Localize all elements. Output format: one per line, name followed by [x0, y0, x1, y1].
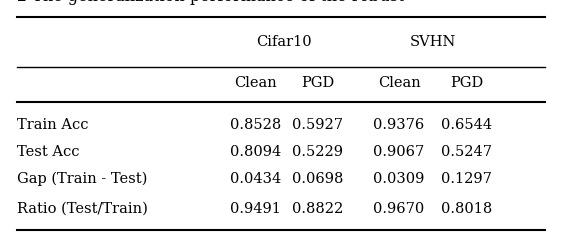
Text: 0.8018: 0.8018 — [441, 202, 492, 216]
Text: 0.9067: 0.9067 — [373, 145, 425, 159]
Text: Clean: Clean — [378, 76, 420, 90]
Text: 0.9376: 0.9376 — [373, 118, 425, 132]
Text: 0.0309: 0.0309 — [373, 172, 425, 186]
Text: 0.8528: 0.8528 — [230, 118, 282, 132]
Text: Cifar10: Cifar10 — [256, 35, 311, 49]
Text: 0.6544: 0.6544 — [441, 118, 492, 132]
Text: SVHN: SVHN — [410, 35, 456, 49]
Text: 2 The generalization performance of the robust: 2 The generalization performance of the … — [17, 0, 405, 5]
Text: 0.5927: 0.5927 — [292, 118, 343, 132]
Text: PGD: PGD — [301, 76, 334, 90]
Text: 0.5229: 0.5229 — [292, 145, 343, 159]
Text: 0.0698: 0.0698 — [292, 172, 343, 186]
Text: 0.5247: 0.5247 — [441, 145, 492, 159]
Text: Ratio (Test/Train): Ratio (Test/Train) — [17, 202, 148, 216]
Text: 0.9491: 0.9491 — [230, 202, 281, 216]
Text: 0.8094: 0.8094 — [230, 145, 282, 159]
Text: Train Acc: Train Acc — [17, 118, 88, 132]
Text: 0.9670: 0.9670 — [373, 202, 425, 216]
Text: 0.0434: 0.0434 — [230, 172, 282, 186]
Text: 0.1297: 0.1297 — [441, 172, 492, 186]
Text: Test Acc: Test Acc — [17, 145, 79, 159]
Text: 0.8822: 0.8822 — [292, 202, 343, 216]
Text: Clean: Clean — [234, 76, 277, 90]
Text: PGD: PGD — [450, 76, 483, 90]
Text: Gap (Train - Test): Gap (Train - Test) — [17, 172, 147, 186]
